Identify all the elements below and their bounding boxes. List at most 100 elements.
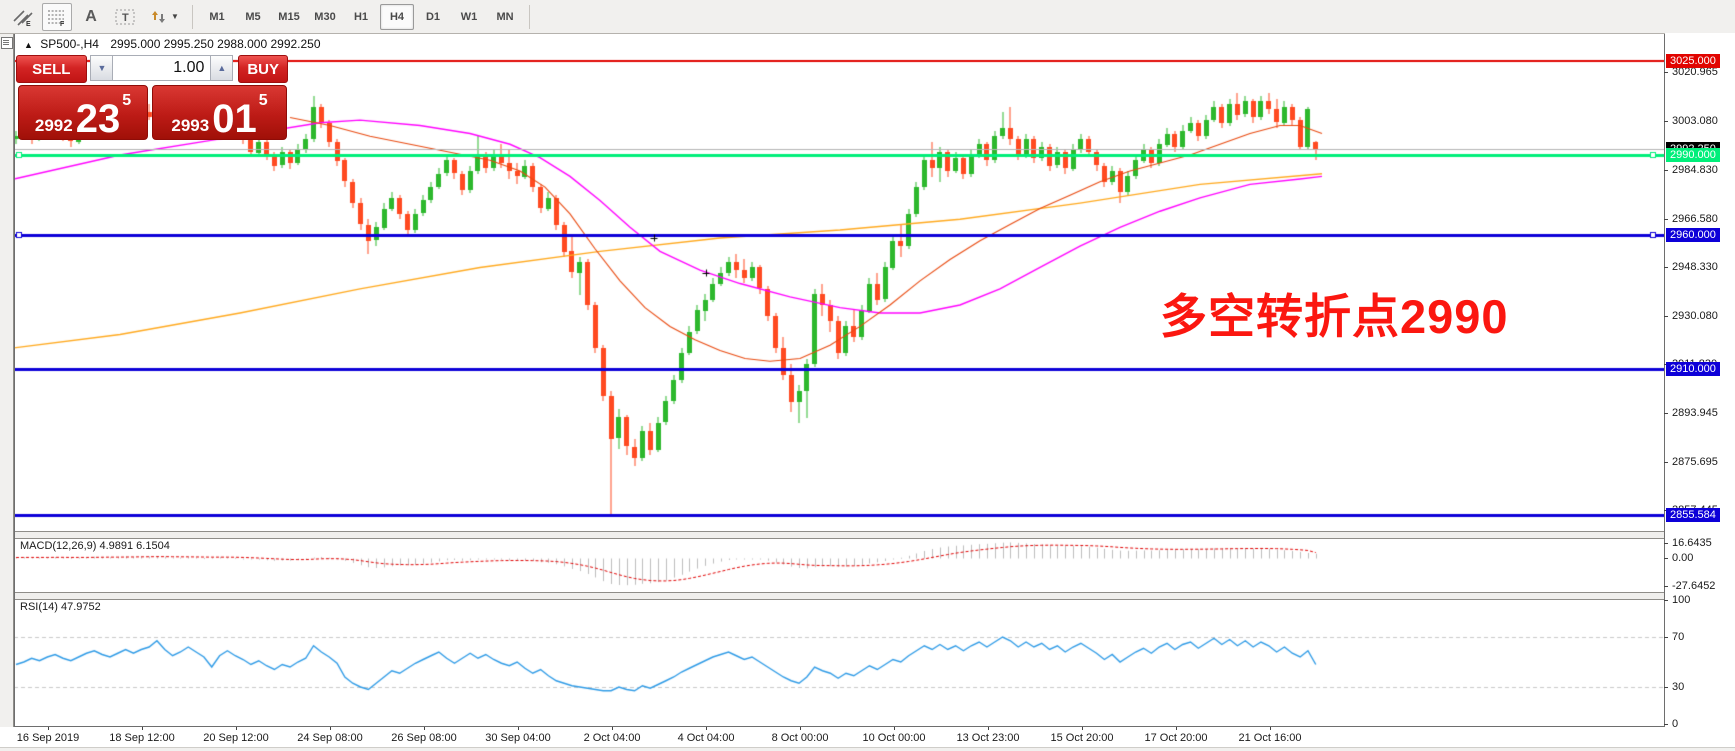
time-tick bbox=[424, 727, 425, 730]
chart-annotation-text: 多空转折点2990 bbox=[1160, 290, 1509, 343]
time-tick-label: 26 Sep 08:00 bbox=[391, 732, 457, 744]
hline-price-badge: 2910.000 bbox=[1666, 362, 1720, 376]
text-icon[interactable]: A bbox=[85, 7, 97, 25]
main-chart-canvas[interactable] bbox=[14, 50, 1664, 531]
title-symbol: SP500-,H4 bbox=[40, 37, 99, 51]
indicator-tick-label: 16.6435 bbox=[1672, 537, 1712, 549]
sell-price-big: 23 bbox=[75, 97, 121, 141]
axis-tick bbox=[1664, 413, 1668, 414]
price-axis[interactable]: 3020.965 3003.080 2984.830 2966.580 2948.330… bbox=[1664, 33, 1735, 730]
axis-tick bbox=[1664, 170, 1668, 171]
time-tick-label: 16 Sep 2019 bbox=[16, 732, 80, 744]
equidistant-channel-icon[interactable]: E bbox=[8, 3, 38, 31]
timeframe-H4[interactable]: H4 bbox=[380, 3, 414, 30]
indicator-tick-label: 0 bbox=[1672, 718, 1679, 730]
toolbar-separator2 bbox=[529, 4, 530, 29]
macd-rsi-divider[interactable] bbox=[14, 592, 1665, 600]
hline-price-badge: 2855.584 bbox=[1666, 508, 1720, 522]
hline-price-badge: 2960.000 bbox=[1666, 228, 1720, 242]
time-tick bbox=[236, 727, 237, 730]
indicator-tick-label: 70 bbox=[1672, 631, 1685, 643]
buy-price-box[interactable]: 2993 01 5 bbox=[152, 85, 287, 140]
price-tick-label: 3003.080 bbox=[1672, 115, 1718, 127]
price-tick-label: 2930.080 bbox=[1672, 310, 1718, 322]
left-dock-strip bbox=[0, 34, 14, 751]
time-tick bbox=[988, 727, 989, 730]
time-tick-label: 17 Oct 20:00 bbox=[1144, 732, 1208, 744]
time-tick bbox=[48, 727, 49, 730]
timeframe-D1[interactable]: D1 bbox=[425, 10, 441, 23]
time-tick bbox=[1270, 727, 1271, 730]
time-tick bbox=[894, 727, 895, 730]
volume-up-button[interactable]: ▲ bbox=[210, 55, 234, 81]
plot-right-border bbox=[1664, 34, 1665, 727]
svg-text:E: E bbox=[26, 21, 31, 27]
axis-tick bbox=[1664, 687, 1668, 688]
timeframe-M15[interactable]: M15 bbox=[278, 10, 300, 23]
buy-price-big: 01 bbox=[212, 97, 257, 141]
fibonacci-icon[interactable]: F bbox=[42, 2, 72, 31]
toolbar-separator bbox=[192, 4, 193, 29]
time-tick bbox=[142, 727, 143, 730]
timeframe-M1[interactable]: M1 bbox=[209, 10, 225, 23]
sell-button[interactable]: SELL bbox=[16, 55, 87, 83]
sell-price-small: 2992 bbox=[34, 116, 73, 136]
time-tick-label: 21 Oct 16:00 bbox=[1238, 732, 1302, 744]
axis-tick bbox=[1664, 637, 1668, 638]
axis-tick bbox=[1664, 462, 1668, 463]
time-tick-label: 10 Oct 00:00 bbox=[862, 732, 926, 744]
rsi-bottom-border bbox=[14, 726, 1665, 727]
sell-price-box[interactable]: 2992 23 5 bbox=[18, 85, 148, 140]
axis-tick bbox=[1664, 316, 1668, 317]
time-tick-label: 2 Oct 04:00 bbox=[583, 732, 641, 744]
volume-down-button[interactable]: ▼ bbox=[90, 55, 114, 81]
indicator-tick-label: -27.6452 bbox=[1672, 580, 1716, 592]
chart-title: ▲ SP500-,H4 2995.000 2995.250 2988.000 2… bbox=[24, 37, 321, 51]
main-macd-divider[interactable] bbox=[14, 531, 1665, 539]
svg-text:T: T bbox=[122, 12, 129, 24]
time-axis[interactable]: 16 Sep 2019 18 Sep 12:00 20 Sep 12:00 24 Se… bbox=[0, 727, 1735, 747]
hline-price-badge: 2990.000 bbox=[1666, 148, 1720, 162]
time-tick bbox=[706, 727, 707, 730]
price-tick-label: 2984.830 bbox=[1672, 164, 1718, 176]
timeframe-M5[interactable]: M5 bbox=[245, 10, 261, 23]
time-tick-label: 30 Sep 04:00 bbox=[485, 732, 551, 744]
toolbar: E F A T ▼ M1 M5 M15 M30 H1 H4 D1 W1 MN bbox=[0, 0, 1735, 34]
timeframe-MN[interactable]: MN bbox=[496, 10, 514, 23]
svg-text:F: F bbox=[60, 21, 65, 27]
time-tick-label: 8 Oct 00:00 bbox=[771, 732, 829, 744]
time-tick bbox=[800, 727, 801, 730]
macd-canvas[interactable] bbox=[14, 537, 1664, 592]
axis-tick bbox=[1664, 267, 1668, 268]
price-tick-label: 2948.330 bbox=[1672, 261, 1718, 273]
timeframe-M30[interactable]: M30 bbox=[314, 10, 336, 23]
dock-panel-icon[interactable] bbox=[1, 37, 13, 49]
timeframe-H1[interactable]: H1 bbox=[353, 10, 369, 23]
buy-button[interactable]: BUY bbox=[238, 55, 288, 83]
axis-tick bbox=[1664, 586, 1668, 587]
indicator-tick-label: 30 bbox=[1672, 681, 1685, 693]
buy-price-sup: 5 bbox=[258, 92, 268, 109]
indicator-tick-label: 100 bbox=[1672, 594, 1691, 606]
one-click-trading-panel: SELL ▼ ▲ BUY 2992 23 5 2993 01 5 bbox=[16, 55, 288, 140]
window-bottom-strip bbox=[0, 747, 1735, 751]
time-tick bbox=[330, 727, 331, 730]
arrows-icon[interactable]: ▼ bbox=[144, 3, 184, 31]
title-ohlc: 2995.000 2995.250 2988.000 2992.250 bbox=[110, 37, 321, 51]
time-tick bbox=[612, 727, 613, 730]
axis-tick bbox=[1664, 121, 1668, 122]
text-label-icon[interactable]: T bbox=[110, 3, 140, 31]
rsi-canvas[interactable] bbox=[14, 598, 1664, 725]
plot-left-border bbox=[14, 34, 15, 727]
chevron-down-icon: ▼ bbox=[171, 12, 179, 21]
price-tick-label: 2893.945 bbox=[1672, 407, 1718, 419]
timeframe-W1[interactable]: W1 bbox=[460, 10, 478, 23]
indicator-tick-label: 0.00 bbox=[1672, 552, 1694, 564]
axis-tick bbox=[1664, 724, 1668, 725]
rsi-label: RSI(14) 47.9752 bbox=[20, 601, 101, 613]
time-tick-label: 15 Oct 20:00 bbox=[1050, 732, 1114, 744]
time-tick-label: 4 Oct 04:00 bbox=[677, 732, 735, 744]
volume-input[interactable] bbox=[113, 55, 211, 81]
price-tick-label: 3020.965 bbox=[1672, 66, 1718, 78]
price-tick-label: 2966.580 bbox=[1672, 213, 1718, 225]
